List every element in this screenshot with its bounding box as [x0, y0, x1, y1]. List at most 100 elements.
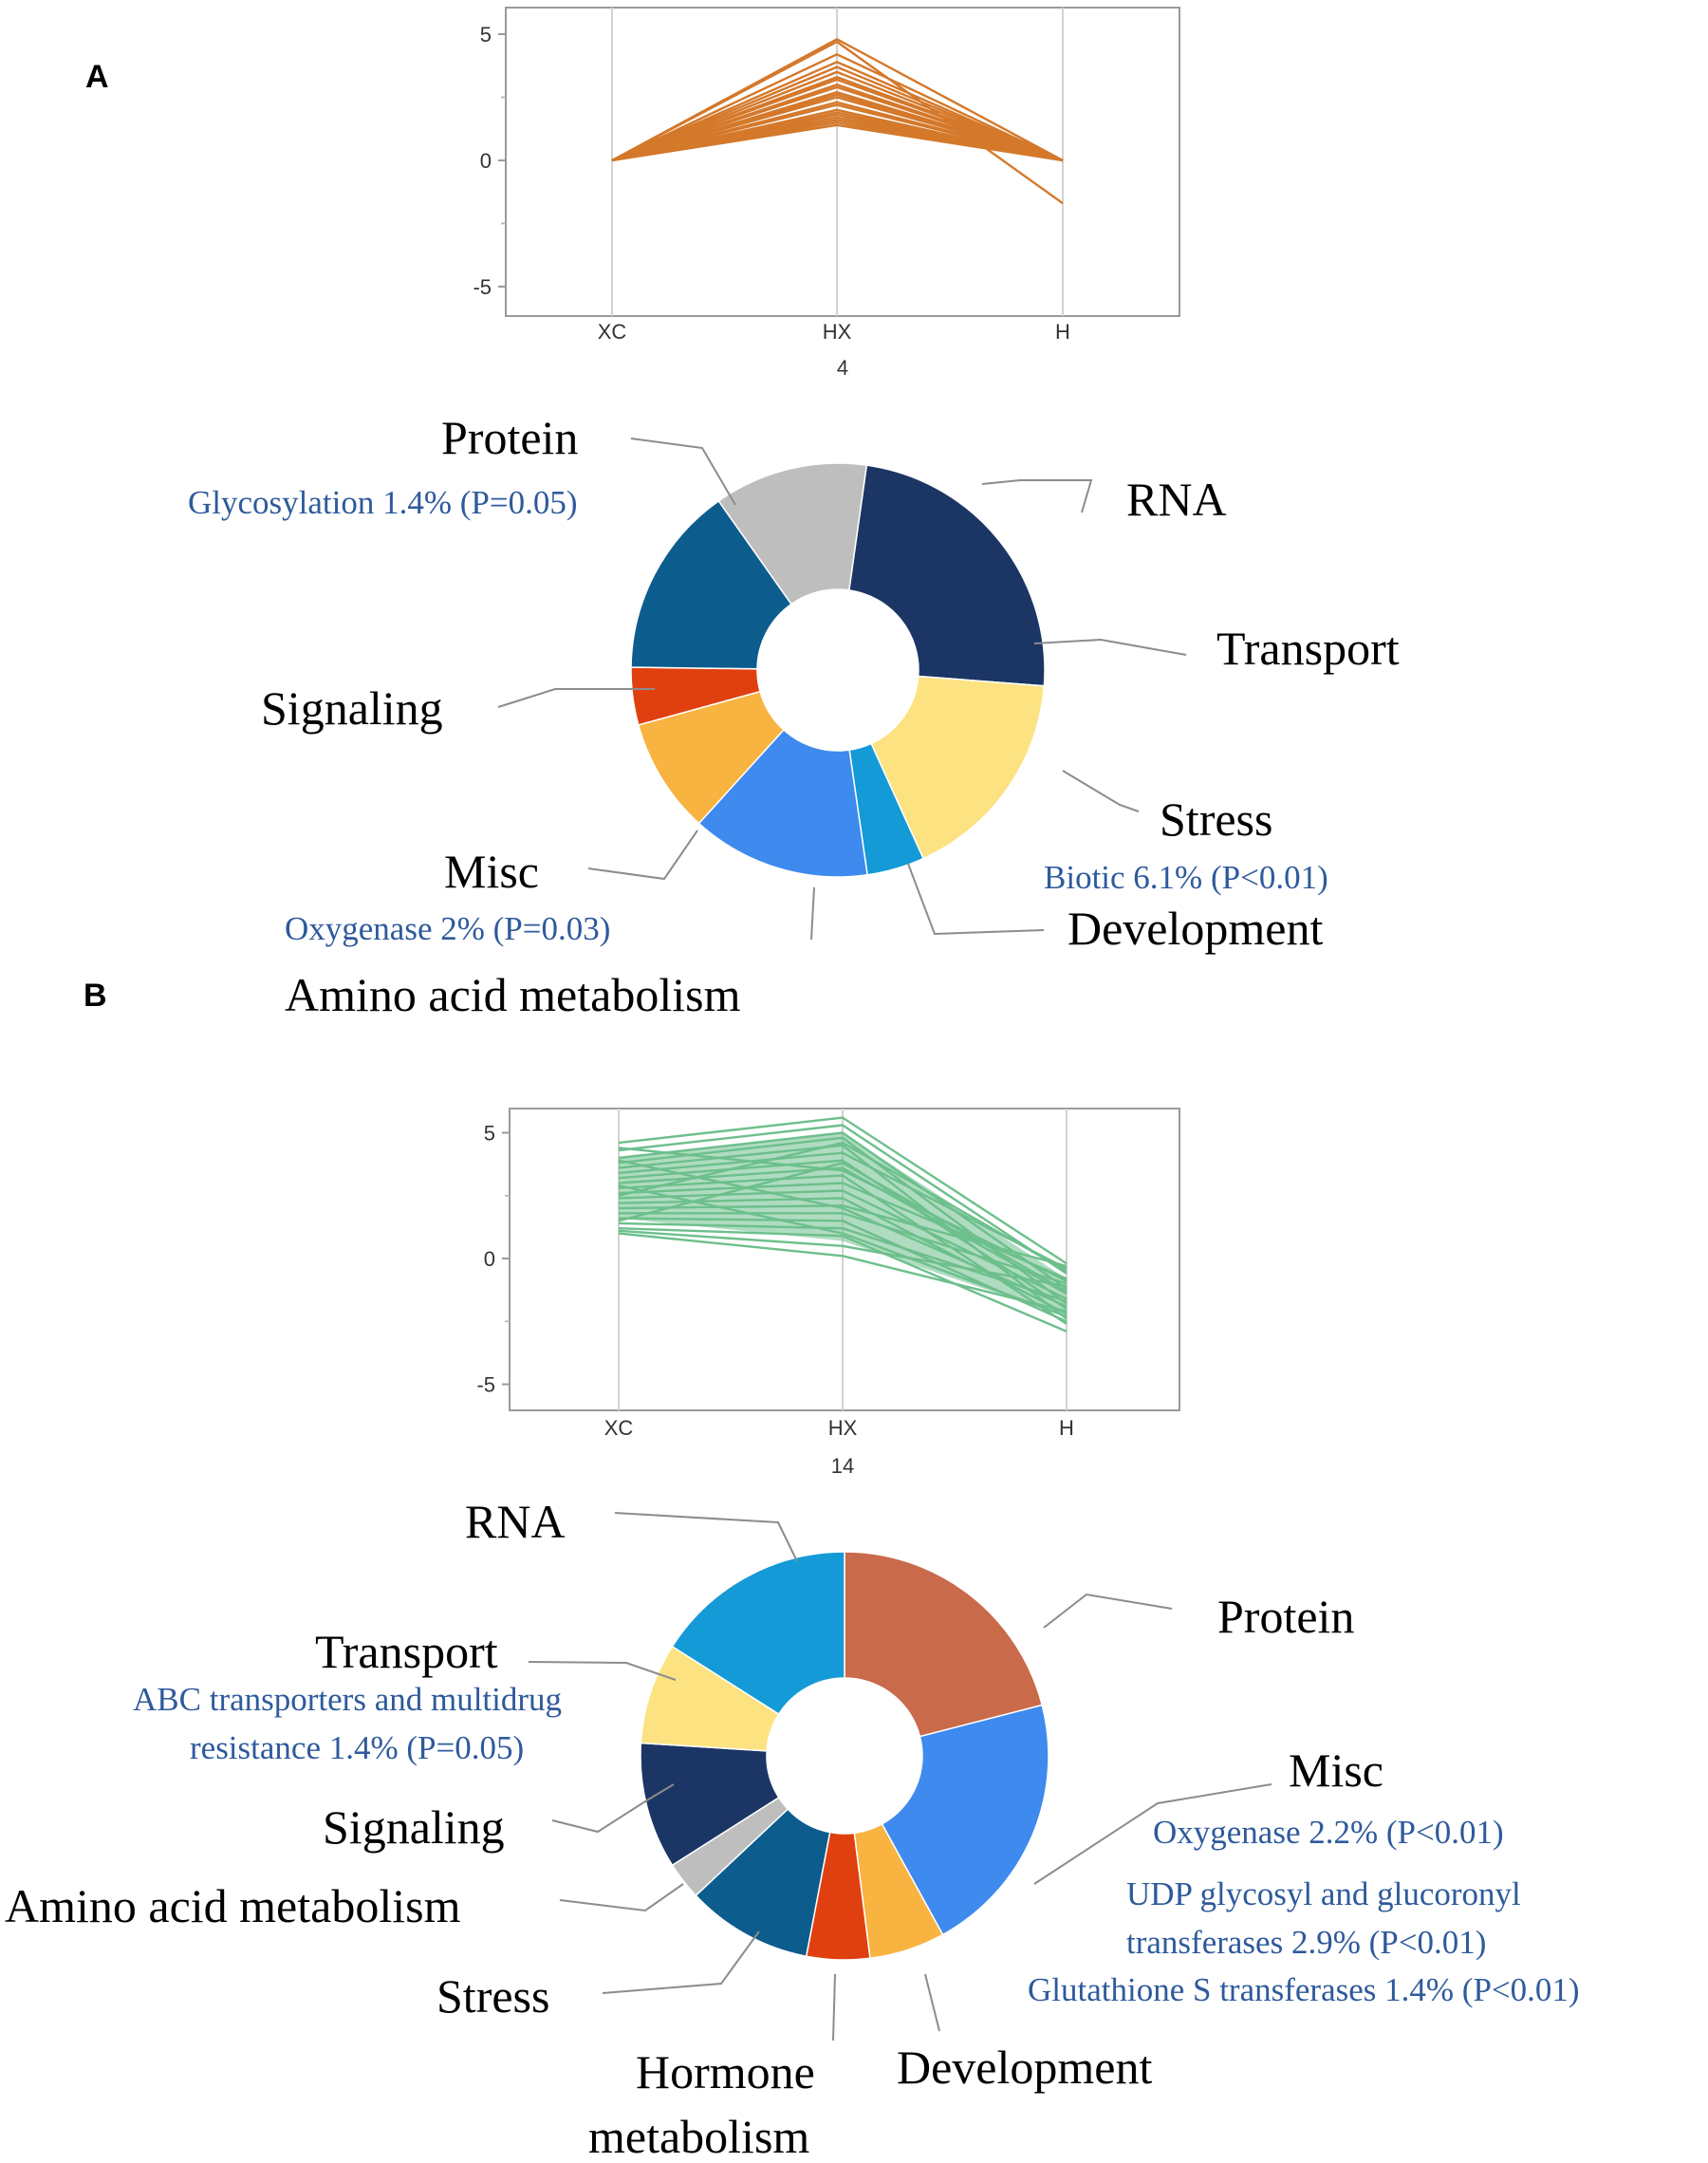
label-stress-b: Stress — [436, 1969, 549, 2023]
label-stress-a: Stress — [1160, 792, 1272, 846]
line-chart-a: 5 0 -5 XC HX H 4 — [473, 7, 1180, 380]
leader-lines-b — [528, 1512, 1272, 2042]
leader-hormone — [832, 1973, 836, 2042]
y-tick-label: 5 — [480, 23, 492, 47]
y-axis: 5 0 -5 — [473, 23, 506, 299]
donut-chart-b — [640, 1551, 1049, 1961]
label-signaling-b: Signaling — [323, 1800, 505, 1854]
annotation-udp-line1: UDP glycosyl and glucoronyl — [1126, 1875, 1521, 1912]
leader-misc — [1033, 1783, 1272, 1885]
leader-transport — [528, 1661, 677, 1681]
series-line — [611, 78, 1064, 162]
series-line — [611, 70, 1064, 162]
label-amino-a: Amino acid metabolism — [285, 968, 741, 1021]
annotation-abc-line2: resistance 1.4% (P=0.05) — [190, 1729, 524, 1766]
label-amino-b: Amino acid metabolism — [5, 1879, 461, 1932]
label-misc-a: Misc — [444, 845, 539, 898]
series-line — [618, 1116, 1068, 1265]
y-tick-label: -5 — [473, 275, 492, 299]
x-tick-xc: XC — [604, 1416, 634, 1440]
series-line — [611, 96, 1064, 162]
donut-chart-a — [630, 462, 1046, 878]
line-chart-b: 5 0 -5 XC HX H 14 — [476, 1108, 1180, 1478]
leader-protein — [1043, 1593, 1173, 1629]
x-tick-hx: HX — [828, 1416, 858, 1440]
series-line — [611, 61, 1064, 162]
label-transport-a: Transport — [1216, 622, 1400, 675]
donut-slices — [630, 462, 1046, 878]
series-band — [619, 1132, 1067, 1316]
leader-rna — [981, 479, 1093, 513]
x-tick-labels: XC HX H — [598, 320, 1070, 344]
annotation-udp-line2: transferases 2.9% (P<0.01) — [1126, 1924, 1486, 1961]
y-tick-label: 0 — [484, 1247, 495, 1271]
annotation-oxygenase-a: Oxygenase 2% (P=0.03) — [285, 910, 610, 947]
y-tick-label: -5 — [476, 1373, 495, 1397]
slice-misc — [881, 1704, 1049, 1936]
series-line — [611, 103, 1064, 162]
leader-amino — [559, 1883, 684, 1912]
label-development-a: Development — [1068, 902, 1323, 955]
slice-rna — [870, 675, 1046, 860]
annotation-abc-line1: ABC transporters and multidrug — [133, 1681, 562, 1718]
x-tick-h: H — [1059, 1416, 1074, 1440]
leader-transport — [1033, 638, 1187, 656]
label-protein-b: Protein — [1217, 1590, 1354, 1643]
leader-development — [924, 1973, 940, 2032]
label-signaling-a: Signaling — [261, 681, 443, 735]
label-hormone-b-line2: metabolism — [588, 2110, 809, 2163]
leader-lines-a — [497, 438, 1187, 941]
annotation-oxygenase-b: Oxygenase 2.2% (P<0.01) — [1153, 1814, 1504, 1851]
series-line — [611, 53, 1064, 162]
slice-protein — [847, 464, 1046, 687]
y-axis: 5 0 -5 — [476, 1122, 510, 1397]
slice-signaling — [640, 1742, 780, 1867]
slice-stress — [695, 1808, 831, 1958]
y-tick-label: 5 — [484, 1122, 495, 1146]
x-tick-xc: XC — [598, 320, 627, 344]
label-transport-b: Transport — [315, 1625, 498, 1678]
x-tick-labels: XC HX H — [604, 1416, 1074, 1440]
leader-rna — [614, 1512, 798, 1562]
label-rna-a: RNA — [1126, 473, 1227, 526]
series-lines — [611, 38, 1064, 205]
x-tick-hx: HX — [823, 320, 852, 344]
x-tick-h: H — [1055, 320, 1070, 344]
leader-stress — [1062, 770, 1140, 812]
series-lines — [618, 1116, 1068, 1333]
slice-stress — [697, 728, 868, 878]
leader-development — [907, 863, 1045, 936]
slice-rna — [671, 1551, 845, 1716]
plot-frame — [505, 7, 1180, 317]
x-axis-label: 14 — [831, 1454, 854, 1478]
x-axis-label: 4 — [837, 356, 848, 380]
label-misc-b: Misc — [1289, 1743, 1383, 1797]
donut-slices — [640, 1551, 1049, 1961]
series-line — [618, 1232, 1068, 1313]
leader-stress — [602, 1930, 760, 1994]
leader-misc — [587, 830, 698, 881]
y-tick-label: 0 — [480, 149, 492, 173]
slice-protein — [844, 1551, 1044, 1738]
series-line — [618, 1124, 1068, 1275]
series-line — [611, 85, 1064, 162]
leader-protein — [630, 438, 736, 506]
leader-signaling — [497, 688, 655, 708]
leader-amino — [810, 886, 815, 941]
x-gridlines — [611, 8, 1064, 316]
slice-misc — [630, 499, 793, 670]
annotation-biotic: Biotic 6.1% (P<0.01) — [1044, 859, 1328, 896]
annotation-glycosylation: Glycosylation 1.4% (P=0.05) — [188, 484, 578, 521]
label-rna-b: RNA — [465, 1495, 566, 1548]
label-development-b: Development — [897, 2041, 1152, 2094]
series-line — [611, 123, 1064, 162]
label-protein-a: Protein — [441, 411, 578, 464]
leader-signaling — [551, 1783, 675, 1834]
panel-letter-b: B — [84, 978, 107, 1014]
panel-letter-a: A — [85, 59, 109, 95]
annotation-gst: Glutathione S transferases 1.4% (P<0.01) — [1028, 1971, 1580, 2008]
series-line — [611, 65, 1064, 162]
label-hormone-b-line1: Hormone — [636, 2045, 815, 2098]
slice-signaling — [717, 462, 868, 606]
